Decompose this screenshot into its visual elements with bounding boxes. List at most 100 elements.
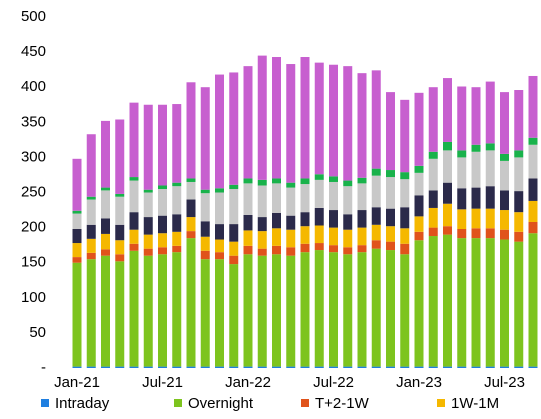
bar-segment [286,229,296,248]
bar-segment [243,183,253,215]
bar-segment [186,199,196,218]
bar-segment [158,185,167,189]
bar-segment [129,250,139,367]
bar-segment [457,366,467,368]
bar-segment [428,190,438,208]
bar-segment [400,254,410,367]
bar-segment [514,212,524,232]
bar-segment [343,180,353,187]
bar-segment [443,78,452,142]
bar-segment [400,207,410,229]
bar-segment [386,226,395,242]
bar-segment [101,366,110,368]
bar-segment [115,254,125,262]
bar-segment [485,208,495,229]
bar-segment [129,243,139,251]
bar-segment [343,247,353,255]
bar-segment [229,224,239,242]
bar-segment [500,153,509,161]
bar-segment [443,182,452,204]
bar-segment [243,366,253,368]
bar-segment [514,150,524,158]
bar-segment [115,193,125,197]
bar-segment [86,259,96,367]
bar-segment [329,252,338,367]
y-tick-label: 350 [21,113,46,130]
bar-segment [386,241,395,251]
bar-segment [243,178,253,184]
bar-segment [186,181,196,200]
bar-segment [115,224,125,241]
bar-segment [485,143,495,151]
bar-segment [172,231,182,246]
bar-segment [414,195,424,217]
y-tick-label: 50 [29,324,46,341]
bar-segment [101,187,110,191]
bar-segment [443,203,452,227]
bar-segment [329,64,338,177]
bar-segment [272,178,281,184]
bar-segment [257,366,267,368]
bar-segment [272,212,281,229]
bar-segment [528,75,538,138]
bar-segment [357,366,367,368]
bar-segment [514,90,524,151]
bar-segment [500,239,509,367]
bar-segment [286,64,296,183]
bar-segment [286,247,296,256]
bar-segment [86,199,96,225]
bar-segment [357,177,367,184]
y-tick-label: 250 [21,183,46,200]
bar-segment [129,212,139,230]
bar-segment [386,208,395,227]
bar-segment [329,176,338,182]
bar-segment [158,247,167,255]
bar-segment [371,207,381,225]
bar-segment [200,250,210,260]
bar-segment [215,366,224,368]
bar-segment [329,366,338,368]
bar-segment [471,87,481,145]
bar-segment [428,236,438,367]
bar-segment [86,224,96,239]
bar-segment [400,179,410,208]
bar-segment [186,82,196,179]
bar-segment [129,229,139,244]
x-tick-label: Jan-23 [396,374,442,391]
bar-segment [500,366,509,368]
bar-segment [414,165,424,173]
bar-segment [500,160,509,191]
bar-segment [286,182,296,188]
bar-segment [343,229,353,248]
bar-segment [172,245,182,253]
bar-segment [343,366,353,368]
bar-segment [215,252,224,260]
bar-segment [115,261,125,367]
bar-segment [443,141,452,151]
bar-segment [257,255,267,367]
bar-segment [129,177,139,181]
bar-segment [186,231,196,239]
bar-segment [300,366,310,368]
bar-segment [101,190,110,219]
bar-segment [343,66,353,181]
bar-segment [514,157,524,192]
x-tick-label: Jul-22 [313,374,354,391]
bar-segment [158,215,167,234]
bar-segment [443,150,452,183]
bar-segment [414,92,424,166]
bar-segment [186,366,196,368]
bar-segment [329,210,338,228]
bar-segment [215,188,224,193]
bar-segment [314,62,324,175]
bar-segment [143,192,153,218]
bar-segment [158,104,167,186]
bar-segment [86,134,96,197]
bar-segment [528,178,538,201]
bar-segment [386,366,395,368]
bar-segment [443,234,452,367]
bar-segment [457,188,467,210]
bar-segment [286,187,296,216]
bar-segment [443,226,452,235]
